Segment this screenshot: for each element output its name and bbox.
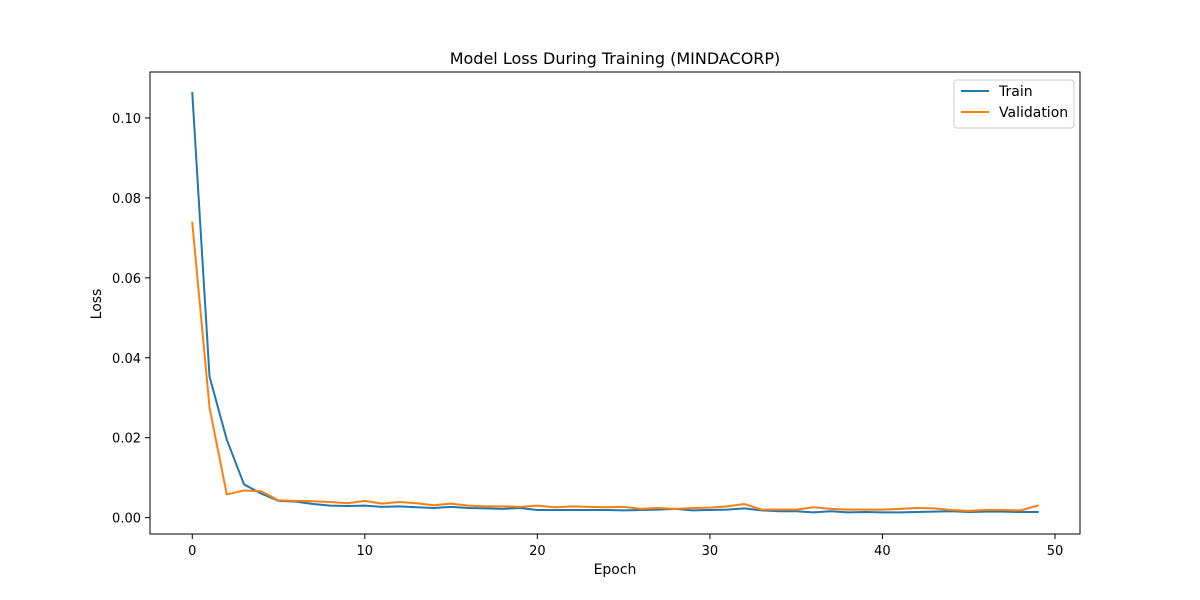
y-tick-label: 0.08	[112, 192, 141, 207]
y-tick-label: 0.10	[112, 112, 141, 127]
chart-title: Model Loss During Training (MINDACORP)	[450, 49, 781, 68]
legend-label-validation: Validation	[999, 105, 1068, 121]
x-tick-label: 30	[702, 544, 719, 559]
legend-label-train: Train	[998, 84, 1033, 100]
series-line-train	[191, 91, 1039, 514]
x-tick-label: 50	[1047, 544, 1064, 559]
y-axis: 0.00 0.02 0.04 0.06 0.08 0.10	[112, 112, 150, 527]
plot-background	[150, 72, 1080, 534]
x-tick-label: 10	[357, 544, 374, 559]
y-tick-label: 0.00	[112, 512, 141, 527]
plot-frame	[149, 71, 1081, 535]
x-axis-label: Epoch	[594, 562, 637, 578]
x-axis: 0 10 20 30 40 50	[188, 534, 1063, 559]
series-layer	[191, 91, 1039, 514]
y-axis-label: Loss	[89, 289, 105, 320]
x-tick-label: 0	[188, 544, 196, 559]
y-tick-label: 0.06	[112, 272, 141, 287]
y-tick-label: 0.04	[112, 352, 141, 367]
legend: Train Validation	[953, 79, 1075, 129]
series-line-validation	[191, 221, 1039, 512]
y-tick-label: 0.02	[112, 432, 141, 447]
x-tick-label: 40	[874, 544, 891, 559]
plot-area	[150, 72, 1080, 534]
x-tick-label: 20	[529, 544, 546, 559]
